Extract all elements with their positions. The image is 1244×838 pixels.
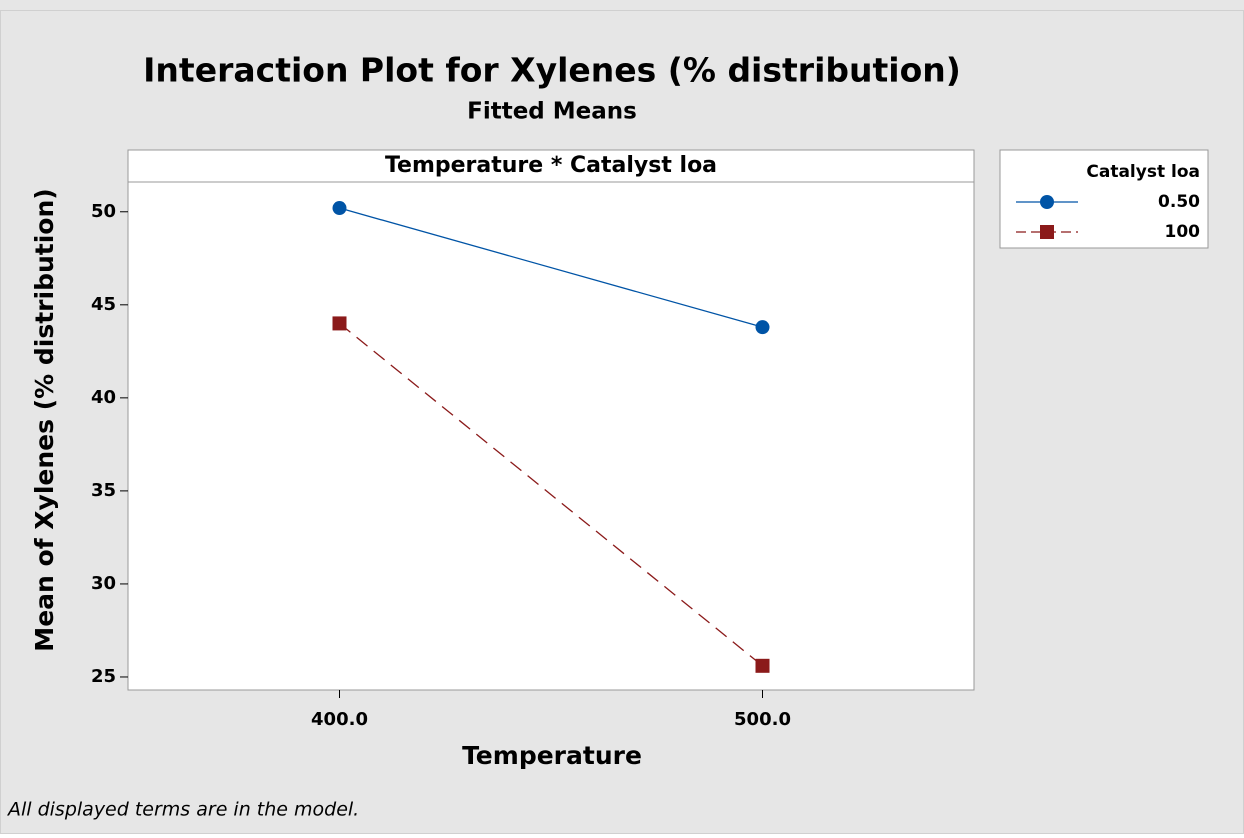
x-tick-label: 400.0 (311, 709, 368, 730)
y-tick-label: 50 (91, 201, 116, 222)
data-point (332, 201, 347, 216)
panel-label: Temperature * Catalyst loa (385, 153, 717, 178)
chart-title: Interaction Plot for Xylenes (% distribu… (143, 51, 961, 90)
y-tick-label: 45 (91, 294, 116, 315)
y-tick-label: 35 (91, 480, 116, 501)
legend-label: 100 (1165, 222, 1201, 242)
legend-label: 0.50 (1158, 192, 1200, 212)
y-axis-label: Mean of Xylenes (% distribution) (30, 188, 59, 651)
y-tick-label: 30 (91, 573, 116, 594)
data-point (332, 316, 347, 331)
series-line (339, 322, 763, 667)
series-line (339, 207, 763, 328)
data-point (755, 320, 770, 335)
plot-area (127, 149, 975, 691)
legend-marker (1040, 225, 1054, 239)
x-tick-label: 500.0 (734, 709, 791, 730)
x-axis-label: Temperature (462, 741, 642, 770)
chart-subtitle: Fitted Means (467, 99, 637, 125)
legend-marker (1040, 195, 1054, 209)
data-point (755, 658, 770, 673)
y-tick-label: 25 (91, 666, 116, 687)
legend-title: Catalyst loa (1086, 162, 1200, 182)
y-tick-label: 40 (91, 387, 116, 408)
footnote: All displayed terms are in the model. (6, 799, 359, 821)
